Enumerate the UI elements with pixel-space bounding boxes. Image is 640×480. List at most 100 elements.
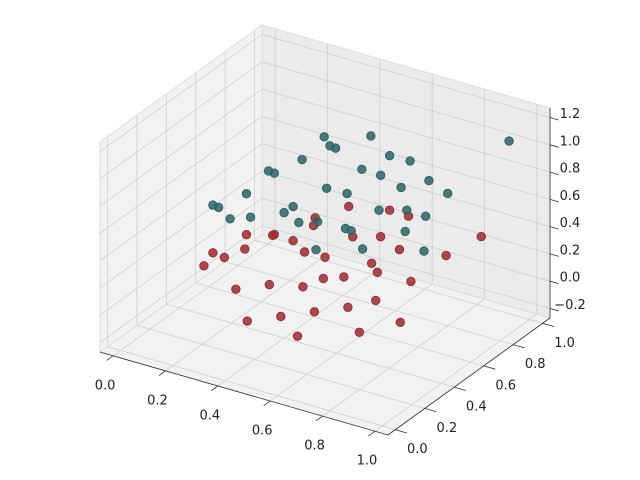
point	[375, 170, 386, 181]
y-tick	[483, 365, 496, 370]
point	[354, 327, 365, 337]
grid-line	[99, 34, 263, 152]
z-tick-label: 1.0	[560, 134, 581, 149]
point	[384, 205, 395, 215]
point	[219, 252, 230, 263]
point	[208, 200, 218, 210]
z-tick-label: 0.0	[560, 271, 581, 286]
point	[504, 136, 514, 146]
point	[292, 331, 303, 341]
z-tick	[549, 280, 559, 285]
point	[245, 212, 256, 222]
y-tick	[424, 408, 437, 413]
point	[402, 205, 412, 215]
x-tick	[158, 370, 166, 376]
point	[394, 244, 405, 255]
y-tick-label: 1.0	[554, 336, 575, 351]
y-tick-label: 0.8	[525, 357, 546, 372]
point	[342, 188, 352, 199]
z-tick	[549, 171, 559, 175]
point	[240, 244, 250, 254]
grid-line	[261, 197, 551, 282]
x-tick	[211, 385, 219, 391]
grid-line	[99, 143, 263, 261]
point	[199, 261, 209, 271]
point	[242, 316, 252, 326]
point	[264, 279, 275, 290]
point	[241, 229, 252, 240]
y-tick	[513, 344, 525, 349]
x-tick-label: 0.8	[304, 439, 325, 454]
point	[344, 201, 354, 212]
z-tick-label: 0.4	[560, 216, 581, 231]
x-tick-label: 0.0	[95, 378, 116, 393]
point	[476, 231, 486, 242]
point	[231, 284, 241, 294]
z-tick	[549, 144, 559, 148]
point	[299, 247, 310, 257]
z-tick	[549, 253, 559, 257]
y-tick	[542, 322, 555, 328]
point	[371, 295, 381, 306]
point	[263, 166, 274, 176]
grid-line	[99, 225, 263, 343]
x-tick	[106, 355, 114, 361]
point	[374, 205, 384, 215]
point	[366, 131, 376, 141]
point	[241, 189, 252, 199]
point	[208, 248, 218, 258]
point	[375, 232, 386, 242]
z-tick-label: 0.8	[560, 162, 581, 177]
point	[357, 164, 367, 175]
grid-line	[99, 170, 263, 289]
grid-line	[374, 313, 538, 432]
z-tick	[549, 308, 559, 312]
y-tick-label: 0.2	[436, 421, 457, 436]
point	[405, 156, 415, 166]
point	[297, 154, 307, 165]
grid-line	[261, 115, 551, 200]
point	[384, 150, 395, 161]
x-tick	[315, 415, 323, 422]
z-tick	[549, 198, 559, 203]
point	[406, 276, 416, 287]
x-tick-label: 0.4	[199, 408, 220, 423]
point	[309, 307, 320, 317]
point	[330, 143, 341, 153]
point	[276, 311, 286, 322]
x-tick	[263, 400, 271, 407]
grid-line	[165, 253, 328, 372]
point	[443, 188, 453, 199]
point	[288, 201, 298, 212]
point	[424, 175, 434, 186]
point	[357, 244, 368, 254]
grid-line	[99, 116, 263, 234]
point	[318, 273, 329, 284]
grid-line	[112, 238, 276, 357]
x-tick-label: 0.6	[252, 424, 273, 439]
point	[225, 214, 235, 224]
y-tick	[395, 429, 407, 434]
point	[279, 207, 289, 218]
point	[269, 229, 279, 240]
grid-line	[99, 197, 263, 316]
x-tick	[368, 430, 376, 437]
z-tick-label: 1.2	[560, 107, 581, 122]
grid-line	[322, 298, 485, 417]
point	[320, 252, 330, 262]
z-tick	[549, 117, 559, 121]
grid-line	[99, 88, 263, 207]
point	[340, 223, 351, 234]
grid-line	[261, 225, 551, 309]
point	[366, 258, 377, 268]
grid-line	[269, 283, 433, 402]
z-tick-label: 0.6	[560, 189, 581, 204]
grid-line	[217, 268, 381, 387]
grid-line	[99, 61, 263, 180]
point	[311, 245, 321, 255]
point	[420, 211, 431, 221]
point	[321, 183, 332, 194]
y-axis-line	[387, 317, 551, 436]
point	[372, 267, 383, 278]
